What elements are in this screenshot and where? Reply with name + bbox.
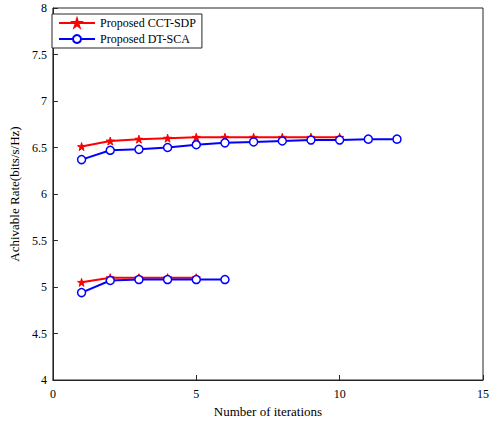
svg-text:0: 0 xyxy=(50,387,56,401)
svg-text:Achivable Rate(bits/s/Hz): Achivable Rate(bits/s/Hz) xyxy=(7,126,22,261)
svg-text:7.5: 7.5 xyxy=(32,48,47,62)
svg-text:6: 6 xyxy=(41,187,47,201)
svg-text:5.5: 5.5 xyxy=(32,234,47,248)
svg-text:Number of iterations: Number of iterations xyxy=(214,404,322,419)
svg-text:5: 5 xyxy=(193,387,199,401)
svg-text:10: 10 xyxy=(334,387,346,401)
svg-text:7: 7 xyxy=(41,94,47,108)
svg-text:4.5: 4.5 xyxy=(32,327,47,341)
svg-text:4: 4 xyxy=(41,373,47,387)
svg-text:8: 8 xyxy=(41,1,47,15)
svg-text:Proposed DT-SCA: Proposed DT-SCA xyxy=(100,32,190,46)
svg-text:15: 15 xyxy=(477,387,489,401)
svg-text:5: 5 xyxy=(41,280,47,294)
svg-text:Proposed CCT-SDP: Proposed CCT-SDP xyxy=(100,16,196,30)
svg-text:6.5: 6.5 xyxy=(32,141,47,155)
